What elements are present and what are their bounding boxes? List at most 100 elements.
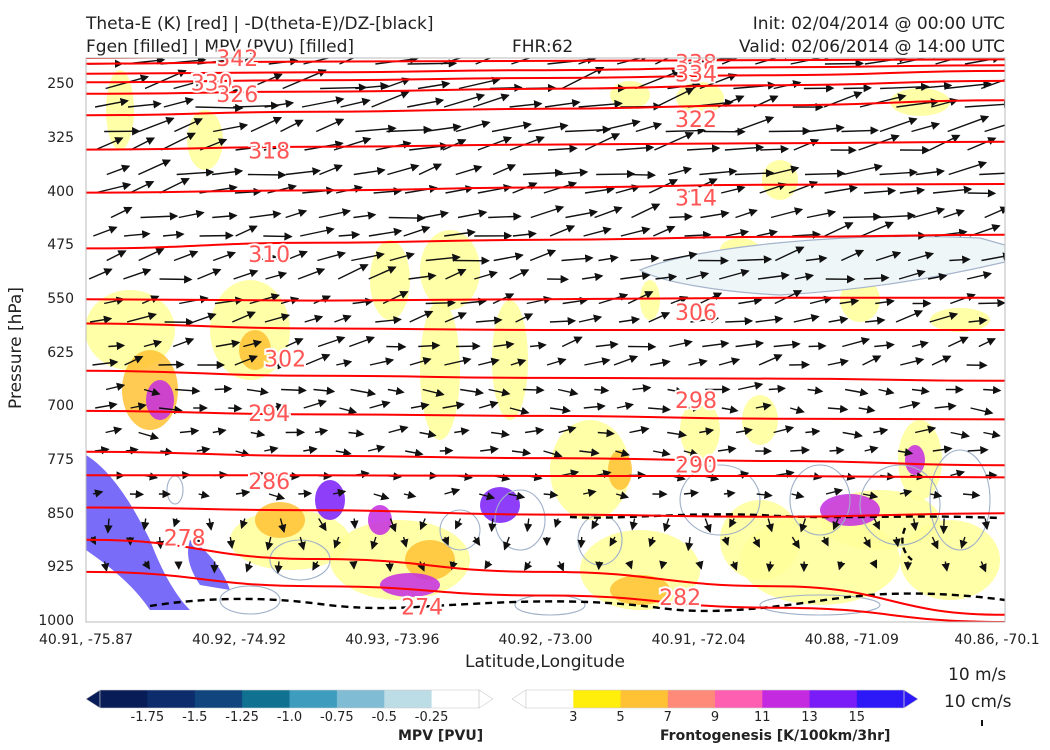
mpv-colorbar-tick-label: -1.25 (225, 710, 259, 725)
theta-e-contour (86, 570, 1005, 622)
wind-vector (792, 230, 821, 239)
wind-vector (460, 297, 487, 306)
wind-vector (793, 314, 820, 323)
wind-vector (529, 249, 557, 262)
wind-vector (382, 291, 409, 305)
wind-vector (375, 315, 402, 325)
wind-vector (274, 561, 283, 574)
wind-vector (770, 207, 804, 219)
wind-vector (245, 561, 254, 573)
wind-vector (138, 116, 175, 133)
wind-vector (667, 430, 688, 439)
wind-vector (349, 560, 358, 570)
wind-vector (141, 518, 150, 531)
wind-vector (478, 400, 499, 409)
wind-vector (725, 228, 750, 238)
wind-vector (950, 430, 970, 439)
wind-vector (791, 491, 805, 500)
wind-vector (983, 385, 1002, 395)
wind-vector (948, 336, 969, 348)
wind-vector (950, 293, 976, 305)
wind-vector (620, 226, 651, 237)
wind-vector (159, 275, 193, 284)
theta-e-contour (86, 64, 1005, 75)
wind-vector (862, 355, 882, 366)
wind-vector (522, 168, 564, 178)
mpv-colorbar-extend-low (85, 689, 101, 709)
wind-vector (126, 312, 157, 323)
theta-e-contour (86, 140, 1005, 151)
wind-vector (978, 298, 1005, 308)
wind-vector (403, 225, 431, 237)
wind-vector (584, 133, 621, 151)
wind-vector (417, 561, 425, 572)
wind-vector (488, 212, 522, 221)
y-tick-label: 700 (47, 398, 74, 415)
wind-vector (285, 338, 304, 348)
wind-vector (424, 123, 462, 133)
fgen-colorbar-swatch (620, 690, 669, 708)
wind-vector (655, 87, 695, 108)
wind-vector (303, 445, 318, 455)
mpv-contour (679, 464, 761, 536)
wind-vector (454, 427, 470, 436)
wind-vector (898, 269, 926, 280)
wind-vector (634, 69, 681, 90)
wind-vector (929, 311, 959, 323)
wind-vector (110, 206, 133, 219)
mpv-colorbar-swatch (384, 690, 433, 708)
wind-vector (765, 518, 774, 533)
wind-vector (246, 387, 269, 396)
wind-vector (948, 160, 988, 176)
wind-vector (460, 387, 484, 397)
fgen-colorbar-swatch (856, 690, 905, 708)
wind-vector (228, 404, 243, 413)
wind-vector (174, 118, 203, 133)
wind-vector (630, 254, 660, 263)
wind-vector (488, 518, 497, 533)
mpv-colorbar-title: MPV [PVU] (398, 728, 484, 744)
wind-vector (348, 429, 365, 438)
wind-vector (212, 211, 238, 221)
wind-vector (455, 518, 463, 530)
wind-vector (561, 254, 594, 263)
wind-vector (896, 98, 940, 108)
wind-vector (755, 58, 793, 65)
wind-vector (892, 536, 901, 548)
wind-vector (907, 251, 935, 262)
wind-vector (352, 297, 374, 306)
wind-vector (809, 295, 833, 305)
wind-vector (686, 144, 721, 153)
wind-vector (659, 560, 668, 570)
wind-vector (425, 253, 461, 262)
wind-vector (503, 536, 511, 551)
mpv-colorbar-tick-label: -1.75 (130, 710, 165, 725)
wind-vector (721, 405, 739, 414)
wind-vector (512, 230, 537, 239)
wind-vector (108, 341, 126, 351)
wind-vector (683, 489, 699, 498)
theta-e-contour (86, 99, 1005, 117)
wind-vector (301, 96, 345, 108)
wind-vector (967, 446, 989, 455)
wind-vector (597, 428, 615, 438)
wind-vector (300, 226, 335, 237)
wind-vector (879, 117, 918, 133)
wind-vector (509, 100, 543, 109)
wind-vector (419, 430, 437, 439)
wind-vector (410, 401, 430, 411)
wind-vector (443, 93, 486, 108)
wind-vector (138, 248, 165, 262)
wind-vector (874, 341, 895, 350)
wind-vector (584, 185, 615, 194)
wind-vector (284, 250, 308, 262)
wind-vector (418, 341, 441, 350)
wind-vector (123, 268, 152, 280)
wind-vector (699, 427, 715, 436)
wind-vector (721, 58, 739, 65)
mpv-contours (166, 449, 991, 616)
wind-vector (130, 402, 147, 411)
wind-vector (214, 384, 233, 394)
wind-vector (106, 250, 127, 262)
mpv-contour (759, 594, 881, 616)
